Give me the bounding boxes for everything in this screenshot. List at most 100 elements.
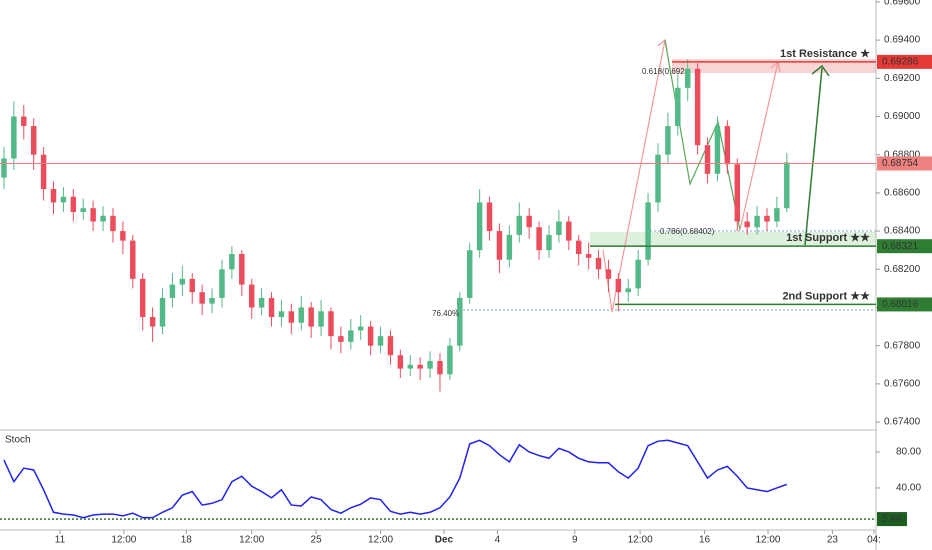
candle-body: [50, 189, 57, 203]
candle-body: [100, 215, 106, 222]
price-tag-label: 0.69286: [882, 57, 919, 68]
candle-body: [665, 126, 671, 155]
candle-body: [546, 234, 552, 251]
y-tick-label: 0.67800: [884, 340, 921, 351]
y2-tick-label: 40.00: [896, 483, 921, 494]
candle-body: [209, 297, 215, 304]
candle-body: [536, 227, 542, 251]
price-tag-label: 0.68016: [882, 299, 919, 310]
candle-body: [248, 284, 255, 308]
candle-body: [298, 307, 304, 323]
price-tag-label: 0.68321: [882, 241, 919, 252]
candle-body: [110, 215, 116, 232]
candle-body: [407, 364, 413, 369]
projection-arrow: [804, 67, 823, 246]
x-tick-label: 12:00: [368, 535, 393, 546]
candle-body: [526, 215, 532, 228]
x-tick-label: 11: [55, 535, 66, 546]
candle-body: [139, 278, 146, 318]
candle-body: [288, 311, 295, 323]
candle-body: [635, 259, 641, 289]
candle-body: [694, 68, 701, 146]
candle-body: [764, 215, 770, 222]
candle-body: [1, 158, 7, 178]
candle-body: [615, 278, 622, 293]
y-tick-label: 0.69600: [884, 0, 921, 8]
candle-body: [734, 164, 740, 222]
fib-annotation: 0.618(0.692: [642, 67, 685, 76]
candle-body: [130, 240, 136, 279]
candle-body: [447, 345, 453, 375]
candle-body: [80, 208, 86, 212]
candle-body: [684, 68, 691, 88]
y-tick-label: 0.69200: [884, 73, 921, 84]
fib-annotation: 0.786(0.68402): [660, 227, 715, 236]
y-tick-label: 0.69000: [884, 111, 921, 122]
candle-body: [506, 234, 513, 260]
candle-body: [169, 284, 176, 298]
candle-body: [219, 269, 225, 298]
candle-body: [328, 311, 334, 337]
x-tick-label: 25: [311, 535, 323, 546]
price-tag-label: 0.68754: [882, 158, 919, 169]
x-tick-label: 9: [572, 535, 578, 546]
candle-body: [258, 297, 265, 308]
candle-body: [199, 292, 205, 304]
candle-body: [60, 196, 67, 203]
candle-body: [239, 254, 245, 285]
pattern-leg: [602, 249, 613, 313]
x-tick-label: 12:00: [755, 535, 780, 546]
candle-body: [149, 317, 156, 327]
y-tick-label: 0.68400: [884, 226, 921, 237]
candle-body: [675, 87, 681, 127]
price-tag: [877, 54, 932, 69]
candle-body: [575, 240, 582, 255]
candle-body: [784, 162, 790, 209]
y-tick-label: 0.68200: [884, 264, 921, 275]
x-tick-label: 04:: [867, 535, 881, 546]
candle-body: [189, 278, 195, 293]
x-tick-label: 16: [699, 535, 711, 546]
candle-body: [357, 326, 364, 331]
candle-body: [437, 360, 443, 375]
candle-body: [645, 202, 651, 260]
pattern-leg: [739, 61, 779, 231]
candle-body: [308, 307, 314, 327]
candle-body: [556, 221, 562, 235]
x-tick-label: 12:00: [628, 535, 653, 546]
candle-body: [595, 257, 602, 270]
candle-body: [486, 202, 493, 232]
candle-body: [318, 311, 324, 327]
candle-body: [179, 278, 186, 285]
candle-body: [516, 215, 522, 235]
y2-tick-label: 80.00: [896, 447, 921, 458]
level-label: 1st Resistance ★: [780, 48, 870, 60]
indicator-label: Stoch: [5, 435, 31, 446]
candle-body: [714, 126, 721, 174]
level-label: 1st Support ★★: [786, 232, 870, 244]
price-tag-label: 5.44: [882, 514, 902, 525]
candle-body: [120, 231, 126, 241]
candle-body: [70, 196, 77, 212]
price-tag: [877, 512, 907, 527]
pattern-leg: [611, 39, 666, 313]
candle-body: [397, 355, 404, 369]
x-tick-label: 4: [495, 535, 501, 546]
x-tick-label: Dec: [435, 535, 454, 546]
indicator-line: [3, 439, 788, 519]
candle-body: [367, 326, 374, 346]
candle-body: [605, 269, 612, 279]
candle-body: [268, 297, 275, 318]
y-tick-label: 0.69400: [884, 35, 921, 46]
x-tick-label: 12:00: [239, 535, 264, 546]
candle-body: [229, 254, 235, 270]
fib-annotation: 76.40%: [432, 309, 459, 318]
candle-body: [21, 116, 27, 127]
price-tag: [877, 297, 932, 312]
candle-body: [159, 297, 166, 327]
candle-body: [30, 126, 37, 155]
candle-body: [496, 231, 503, 260]
x-tick-label: 18: [181, 535, 193, 546]
candle-body: [655, 154, 661, 203]
